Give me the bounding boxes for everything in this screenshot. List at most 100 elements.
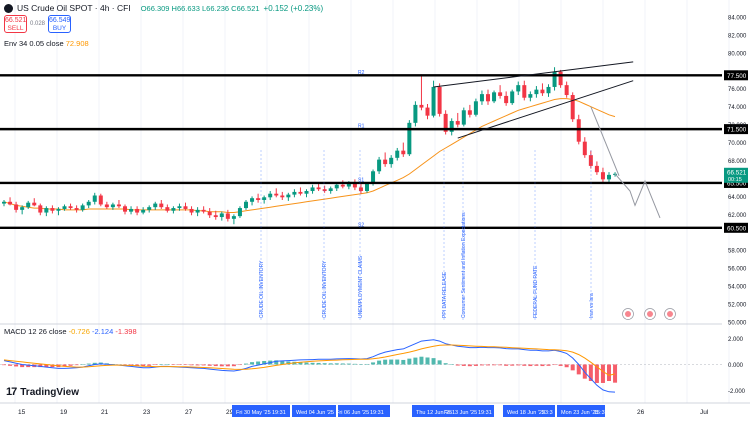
candle-body: [467, 110, 472, 115]
candle-body: [504, 95, 509, 104]
price-tick-label: 52.000: [728, 303, 747, 309]
candle-body: [298, 191, 303, 194]
price-tick-label: 82.000: [728, 33, 747, 39]
candle-body: [183, 206, 188, 209]
time-tick-label: Jul: [700, 409, 709, 416]
price-tick-label: 72.000: [728, 123, 747, 129]
macd-histogram-bar: [256, 361, 261, 365]
time-tick-label: 27: [185, 409, 193, 416]
macd-histogram-bar: [123, 364, 127, 366]
macd-histogram-bar: [383, 359, 388, 365]
buy-button[interactable]: 66.549 BUY: [48, 15, 72, 33]
date-marker-label: Wed 18 Jun '25: [507, 410, 545, 416]
date-marker-box: [292, 405, 336, 417]
macd-histogram-bar: [600, 364, 605, 383]
candle-body: [310, 187, 315, 192]
macd-histogram-bar: [92, 362, 97, 365]
candle-body: [44, 208, 49, 213]
candle-body: [262, 197, 267, 200]
candle-body: [135, 208, 140, 213]
candle-body: [443, 113, 448, 132]
macd-histogram-bar: [62, 364, 67, 367]
candle-body: [552, 71, 557, 87]
current-price-tag: [724, 167, 748, 183]
envelope-legend[interactable]: Env 34 0.05 close 72.908: [4, 39, 89, 48]
candle-body: [461, 110, 466, 125]
level-axis-tag: [724, 222, 748, 233]
trendlines: [433, 61, 661, 219]
candle-body: [98, 195, 103, 205]
macd-histogram-bar: [165, 364, 170, 365]
price-tick-label: 54.000: [728, 285, 747, 291]
sell-button[interactable]: 66.521 SELL: [4, 15, 27, 33]
date-marker-box: [557, 405, 605, 417]
macd-histogram-bar: [219, 364, 224, 367]
candle-body: [322, 189, 327, 192]
candle-body: [492, 92, 497, 102]
date-marker-box: [503, 405, 555, 417]
symbol-logo-icon: [4, 3, 13, 13]
level-tag: S2: [358, 222, 364, 228]
macd-histogram-bar: [346, 363, 351, 365]
level-axis-label: 65.500: [727, 180, 747, 187]
candle-body: [231, 216, 236, 219]
macd-histogram-bar: [2, 364, 6, 366]
macd-legend[interactable]: MACD 12 26 close -0.726 -2.124 -1.398: [4, 327, 137, 336]
candle-body: [195, 209, 200, 213]
candle-body: [498, 92, 503, 96]
candle-body: [304, 191, 309, 194]
sell-price: 66.521: [5, 17, 27, 24]
macd-histogram-bar: [395, 359, 400, 365]
level-tag: R1: [358, 124, 365, 130]
macd-histogram-bar: [244, 363, 248, 365]
candle-body: [123, 206, 127, 212]
candle-body: [389, 157, 394, 165]
candle-body: [358, 187, 363, 192]
date-marker-label: 19:31: [370, 410, 384, 416]
date-marker-label: Mon 23 Jun '25: [561, 410, 598, 416]
price-tick-label: 70.000: [728, 141, 747, 147]
macd-histogram-bar: [594, 364, 599, 383]
symbol-title[interactable]: US Crude Oil SPOT · 4h · CFI: [17, 3, 131, 13]
event-flag-dot: [667, 311, 673, 317]
candle-body: [455, 121, 460, 125]
candle-body: [431, 86, 436, 116]
macd-histogram-bar: [510, 364, 515, 366]
price-tick-label: 84.000: [728, 15, 747, 21]
trade-panel: 66.521 SELL 0.028 66.549 BUY: [4, 15, 72, 33]
candle-body: [165, 207, 170, 211]
tradingview-logo[interactable]: 17 TradingView: [6, 386, 79, 398]
macd-histogram-bar: [280, 360, 285, 365]
macd-histogram-bar: [479, 364, 484, 366]
macd-name: MACD 12 26 close: [4, 327, 67, 336]
envelope-name: Env 34 0.05 close: [4, 39, 64, 48]
candle-body: [588, 155, 593, 166]
axis-background: [722, 0, 750, 421]
macd-histogram-bar: [262, 360, 267, 365]
level-axis-tag: [724, 124, 748, 135]
event-flag-dot: [647, 311, 653, 317]
tradingview-logo-text: TradingView: [20, 386, 79, 398]
price-tick-label: 50.000: [728, 321, 747, 327]
candle-body: [62, 206, 67, 209]
candle-body: [225, 213, 230, 219]
time-tick-label: 29: [226, 409, 234, 416]
date-marker-label: Thu 12 Jun '25: [416, 410, 452, 416]
candle-body: [141, 209, 146, 213]
level-axis-tag: [724, 70, 748, 81]
macd-histogram-bar: [552, 364, 557, 366]
macd-pane: 2.000 0.000 -2.000: [0, 323, 746, 395]
candle-body: [110, 204, 115, 208]
date-marker-label: 23:3: [542, 410, 553, 416]
price-tick-label: 74.000: [728, 105, 747, 111]
countdown-label: 00:15: [728, 177, 742, 183]
date-marker-label: 19:31: [272, 410, 286, 416]
macd-histogram-bar: [286, 361, 291, 365]
macd-histogram-bar: [26, 364, 31, 368]
candle-body: [213, 215, 218, 218]
candle-body: [486, 94, 490, 102]
candle-body: [334, 184, 339, 189]
event-label: UNEMPLOYMENT CLAIMS: [358, 255, 364, 318]
candle-body: [177, 206, 182, 209]
